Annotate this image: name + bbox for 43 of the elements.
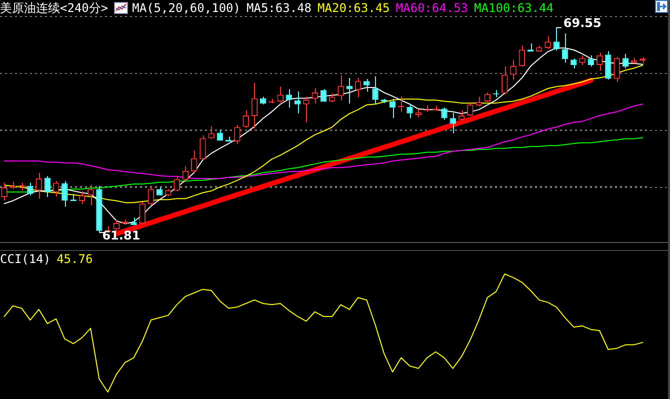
annotation: 61.81 bbox=[102, 228, 140, 243]
candlestick bbox=[476, 96, 482, 107]
candlestick bbox=[364, 78, 370, 92]
chart-title: CCI(14) bbox=[0, 252, 51, 266]
candlestick bbox=[562, 32, 568, 64]
candlestick bbox=[139, 202, 146, 226]
candlestick bbox=[200, 134, 206, 160]
candlestick bbox=[251, 82, 258, 130]
candlestick bbox=[190, 150, 198, 174]
candlestick bbox=[605, 50, 612, 80]
candlestick bbox=[346, 77, 352, 104]
candlestick bbox=[502, 66, 508, 95]
candlestick bbox=[553, 27, 560, 52]
annotation: 69.55 bbox=[563, 16, 602, 30]
candlestick bbox=[467, 102, 474, 117]
candlestick bbox=[44, 176, 51, 198]
text: MA20:63.45 bbox=[318, 1, 390, 15]
text: MA5:63.48 bbox=[246, 1, 312, 15]
chart-subtitle: MA(5,20,60,100) bbox=[132, 1, 240, 15]
candlestick bbox=[148, 185, 154, 206]
candlestick bbox=[389, 98, 396, 119]
candlestick bbox=[234, 124, 240, 145]
candlestick bbox=[174, 176, 180, 192]
text: 45.76 bbox=[56, 252, 93, 266]
candlestick bbox=[294, 90, 301, 114]
candlestick bbox=[320, 88, 327, 102]
candlestick bbox=[36, 172, 42, 200]
candlestick bbox=[87, 184, 94, 206]
candlestick bbox=[62, 180, 68, 208]
candlestick bbox=[406, 104, 413, 119]
chart-title: 美原油连续<240分> bbox=[0, 1, 108, 15]
candlestick bbox=[208, 126, 214, 140]
candlestick bbox=[303, 96, 310, 123]
candlestick bbox=[570, 58, 577, 69]
candlestick bbox=[614, 56, 620, 82]
candlestick bbox=[518, 45, 526, 68]
candlestick bbox=[450, 112, 456, 134]
candlestick bbox=[242, 110, 249, 128]
text: MA100:63.44 bbox=[474, 1, 554, 15]
candlestick bbox=[286, 88, 292, 108]
text: MA60:64.53 bbox=[396, 1, 468, 15]
candlestick bbox=[372, 76, 378, 105]
candlestick bbox=[579, 54, 586, 66]
